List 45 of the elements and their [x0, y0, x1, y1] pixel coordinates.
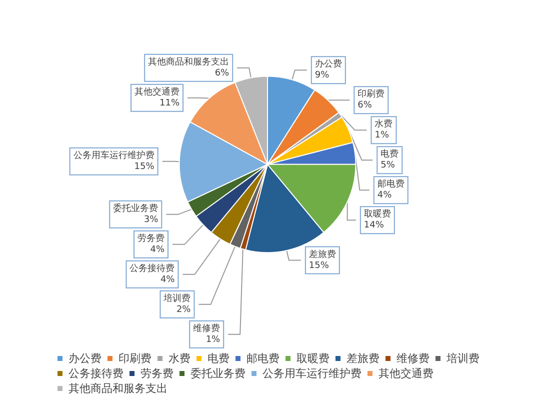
- data-label: 4%: [150, 244, 165, 255]
- legend-label: 培训费: [446, 352, 480, 365]
- legend-label: 取暖费: [296, 352, 330, 365]
- legend-label: 公务用车运行维护费: [262, 367, 362, 380]
- data-label: 2%: [176, 304, 192, 315]
- slice-label: 其他交通费: [134, 86, 180, 98]
- data-label: 6%: [214, 68, 230, 78]
- data-label: 4%: [377, 190, 392, 201]
- slice-label: 办公费: [314, 58, 342, 70]
- slice-label: 取暖费: [364, 208, 391, 220]
- data-label: 9%: [314, 70, 330, 81]
- slice-label: 委托业务费: [113, 202, 158, 214]
- data-label: 3%: [144, 214, 159, 225]
- slice-label: 差旅费: [308, 248, 336, 260]
- slice-label: 培训费: [162, 292, 191, 304]
- data-label: 14%: [364, 220, 384, 231]
- legend-label: 其他交通费: [378, 367, 434, 380]
- data-label: 11%: [160, 98, 180, 108]
- legend-label: 差旅费: [346, 352, 380, 365]
- legend-label: 水费: [168, 352, 190, 365]
- data-label: 15%: [134, 162, 155, 172]
- data-label: 1%: [206, 334, 221, 345]
- slice-label: 印刷费: [358, 88, 385, 100]
- legend-label: 维修费: [396, 352, 430, 365]
- legend-label: 邮电费: [246, 352, 280, 365]
- legend-label: 办公费: [68, 352, 102, 365]
- data-label: 15%: [308, 260, 330, 271]
- slice-label: 劳务费: [138, 232, 165, 244]
- legend-label: 委托业务费: [190, 367, 246, 380]
- legend-label: 印刷费: [118, 352, 152, 365]
- legend-label: 电费: [208, 352, 230, 365]
- slice-label: 公务用车运行维护费: [73, 150, 154, 161]
- data-label: 5%: [380, 160, 396, 171]
- slice-label: 电费: [380, 148, 399, 160]
- slice-label: 其他商品和服务支出: [148, 56, 230, 68]
- data-label: 4%: [160, 274, 176, 285]
- slice-label: 维修费: [193, 322, 220, 334]
- slice-label: 邮电费: [377, 178, 404, 190]
- legend-label: 劳务费: [140, 367, 174, 380]
- data-label: 1%: [374, 130, 390, 141]
- slice-label: 公务接待费: [130, 262, 175, 274]
- legend-label: 其他商品和服务支出: [68, 382, 168, 395]
- slice-label: 水费: [374, 118, 393, 130]
- legend-label: 公务接待费: [68, 367, 124, 380]
- data-label: 6%: [358, 100, 372, 111]
